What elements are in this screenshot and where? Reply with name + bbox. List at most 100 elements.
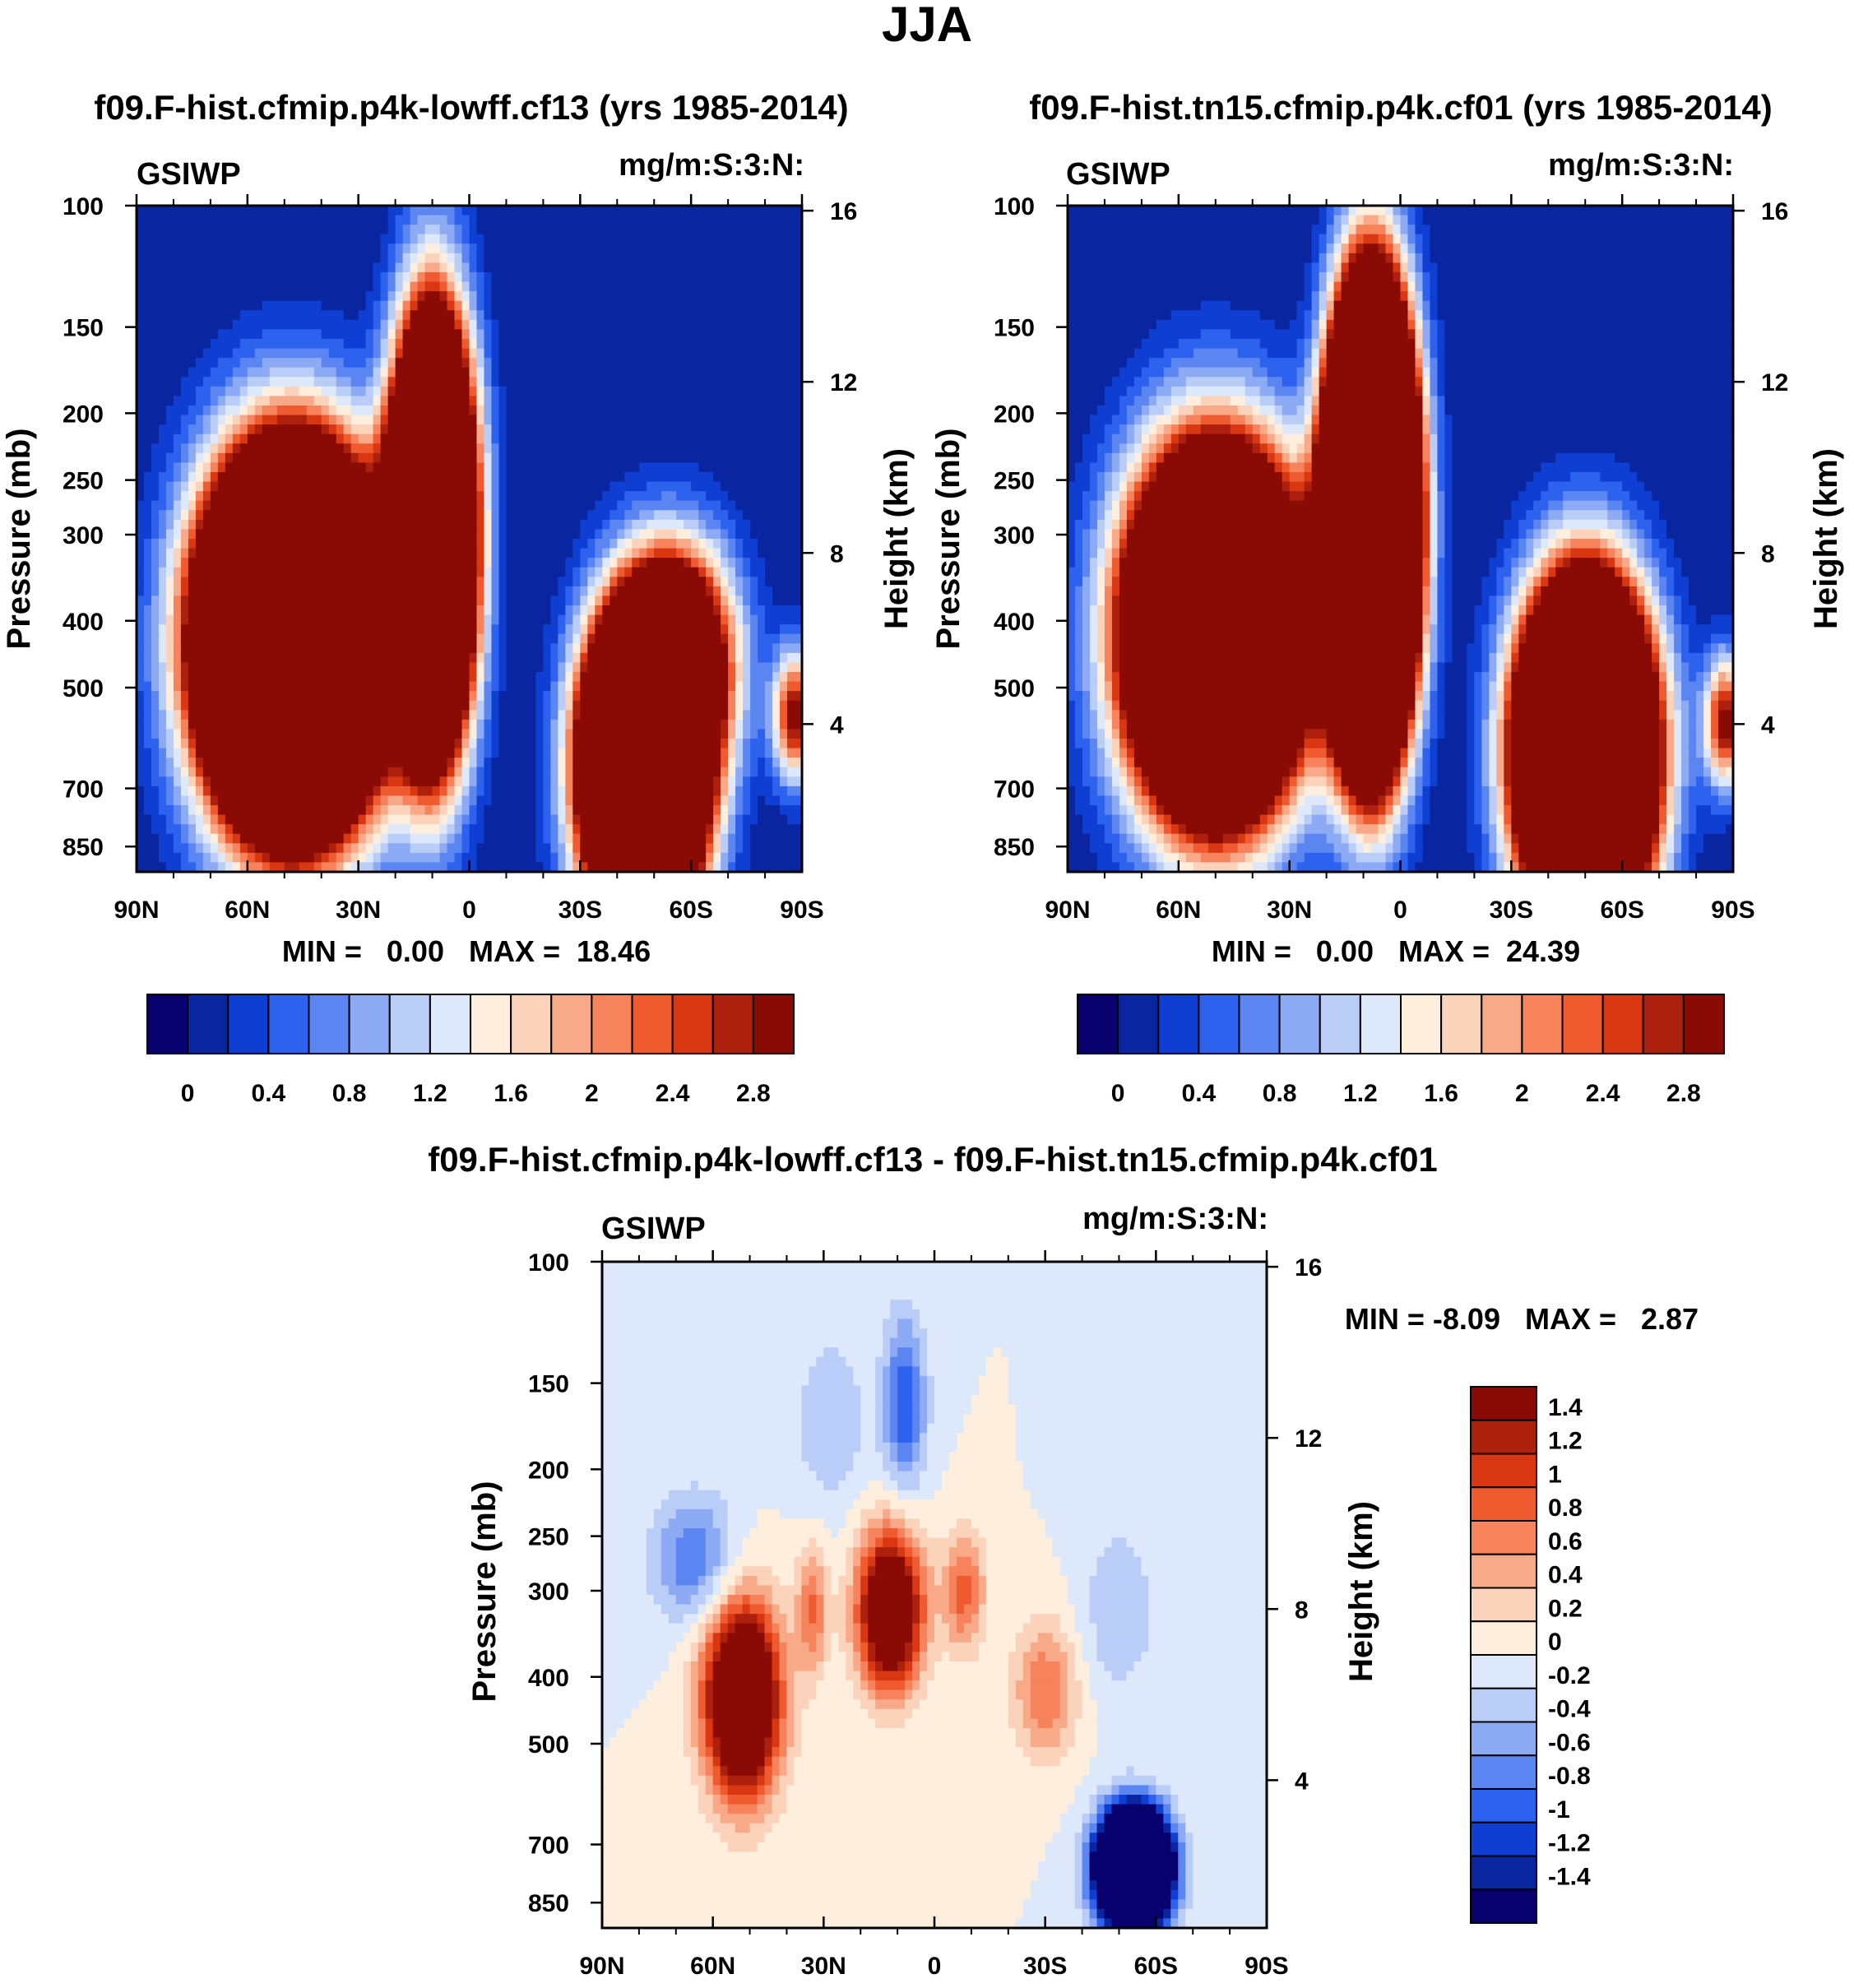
heatmap-cell bbox=[580, 262, 588, 272]
heatmap-cell bbox=[248, 225, 256, 234]
heatmap-cell bbox=[351, 396, 359, 405]
heatmap-cell bbox=[166, 339, 174, 349]
heatmap-cell bbox=[322, 729, 330, 739]
heatmap-cell bbox=[455, 301, 463, 311]
heatmap-cell bbox=[181, 624, 189, 634]
heatmap-cell bbox=[344, 310, 352, 320]
heatmap-cell bbox=[248, 215, 256, 225]
heatmap-cell bbox=[203, 320, 211, 330]
heatmap-cell bbox=[181, 215, 189, 225]
heatmap-cell bbox=[462, 491, 470, 501]
heatmap-cell bbox=[698, 577, 707, 586]
heatmap-cell bbox=[758, 453, 766, 463]
heatmap-cell bbox=[476, 272, 484, 282]
heatmap-cell bbox=[433, 443, 441, 453]
heatmap-cell bbox=[196, 643, 204, 653]
heatmap-cell bbox=[329, 720, 337, 730]
heatmap-cell bbox=[632, 339, 640, 349]
heatmap-cell bbox=[758, 320, 766, 330]
heatmap-cell bbox=[721, 368, 729, 378]
heatmap-cell bbox=[144, 568, 152, 577]
heatmap-cell bbox=[691, 262, 699, 272]
heatmap-cell bbox=[721, 291, 729, 301]
heatmap-cell bbox=[307, 682, 315, 692]
heatmap-cell bbox=[233, 539, 241, 549]
heatmap-cell bbox=[772, 368, 781, 378]
heatmap-cell bbox=[351, 368, 359, 378]
heatmap-cell bbox=[787, 472, 795, 482]
heatmap-cell bbox=[750, 272, 758, 282]
heatmap-cell bbox=[676, 615, 684, 625]
heatmap-cell bbox=[299, 358, 308, 368]
heatmap-cell bbox=[617, 329, 625, 339]
heatmap-cell bbox=[314, 595, 322, 605]
heatmap-cell bbox=[639, 605, 647, 615]
heatmap-cell bbox=[166, 624, 174, 634]
heatmap-cell bbox=[654, 595, 662, 605]
heatmap-cell bbox=[277, 568, 285, 577]
heatmap-cell bbox=[381, 672, 389, 682]
heatmap-cell bbox=[188, 339, 197, 349]
heatmap-cell bbox=[513, 558, 521, 568]
heatmap-cell bbox=[285, 510, 293, 520]
heatmap-cell bbox=[580, 272, 588, 282]
heatmap-cell bbox=[359, 215, 367, 225]
heatmap-cell bbox=[632, 662, 640, 672]
heatmap-cell bbox=[292, 691, 300, 701]
heatmap-cell bbox=[455, 558, 463, 568]
heatmap-cell bbox=[151, 624, 160, 634]
heatmap-cell bbox=[470, 225, 478, 234]
heatmap-cell bbox=[691, 501, 699, 511]
heatmap-cell bbox=[322, 320, 330, 330]
heatmap-cell bbox=[647, 291, 655, 301]
heatmap-cell bbox=[388, 434, 396, 444]
heatmap-cell bbox=[329, 206, 337, 215]
heatmap-cell bbox=[602, 291, 610, 301]
heatmap-cell bbox=[233, 682, 241, 692]
heatmap-cell bbox=[602, 653, 610, 663]
heatmap-cell bbox=[381, 206, 389, 215]
heatmap-cell bbox=[455, 206, 463, 215]
heatmap-cell bbox=[750, 282, 758, 292]
heatmap-cell bbox=[344, 691, 352, 701]
heatmap-cell bbox=[647, 225, 655, 234]
heatmap-cell bbox=[144, 682, 152, 692]
heatmap-cell bbox=[639, 272, 647, 282]
heatmap-cell bbox=[270, 529, 278, 539]
heatmap-cell bbox=[181, 568, 189, 577]
heatmap-cell bbox=[262, 291, 271, 301]
heatmap-cell bbox=[159, 320, 167, 330]
heatmap-cell bbox=[174, 424, 182, 434]
heatmap-cell bbox=[211, 225, 219, 234]
heatmap-cell bbox=[735, 377, 744, 387]
heatmap-cell bbox=[572, 443, 581, 453]
heatmap-cell bbox=[632, 358, 640, 368]
heatmap-cell bbox=[151, 672, 160, 682]
heatmap-cell bbox=[513, 605, 521, 615]
heatmap-cell bbox=[299, 691, 308, 701]
heatmap-cell bbox=[159, 729, 167, 739]
heatmap-cell bbox=[151, 510, 160, 520]
heatmap-cell bbox=[624, 339, 633, 349]
heatmap-cell bbox=[344, 339, 352, 349]
heatmap-cell bbox=[484, 272, 492, 282]
heatmap-cell bbox=[292, 643, 300, 653]
heatmap-cell bbox=[211, 405, 219, 415]
heatmap-cell bbox=[654, 462, 662, 472]
heatmap-cell bbox=[580, 206, 588, 215]
heatmap-cell bbox=[587, 595, 596, 605]
heatmap-cell bbox=[706, 282, 714, 292]
heatmap-cell bbox=[543, 320, 551, 330]
heatmap-cell bbox=[455, 310, 463, 320]
heatmap-cell bbox=[299, 472, 308, 482]
heatmap-cell bbox=[196, 262, 204, 272]
heatmap-cell bbox=[698, 539, 707, 549]
heatmap-cell bbox=[565, 643, 573, 653]
heatmap-cell bbox=[225, 577, 234, 586]
heatmap-cell bbox=[255, 586, 263, 596]
heatmap-cell bbox=[684, 472, 692, 482]
heatmap-cell bbox=[587, 215, 596, 225]
heatmap-cell bbox=[772, 710, 781, 720]
heatmap-cell bbox=[743, 529, 751, 539]
heatmap-cell bbox=[366, 387, 374, 396]
